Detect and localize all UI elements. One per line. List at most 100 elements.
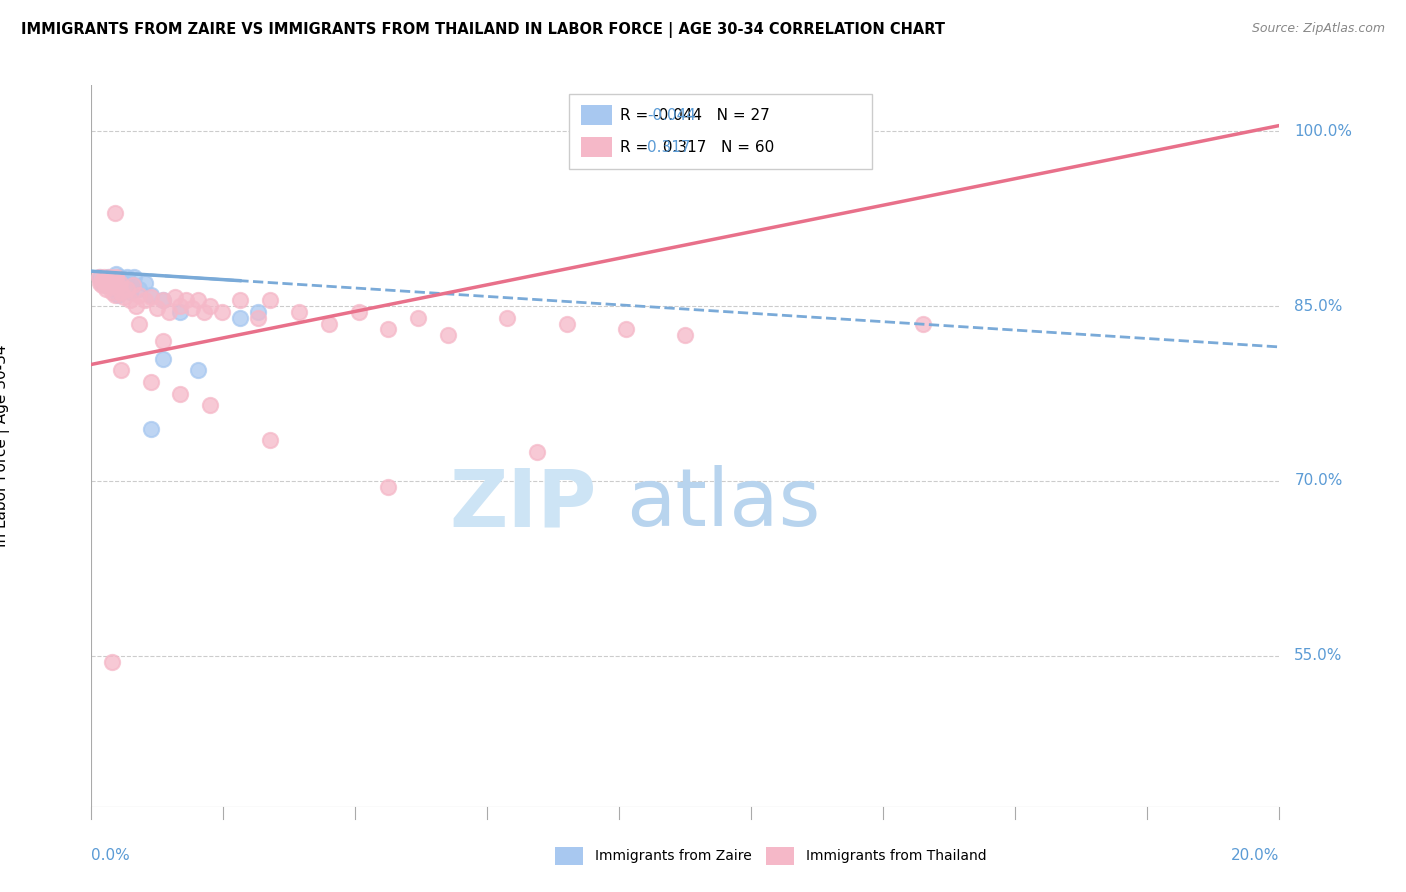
Point	[100, 270, 122, 285]
Point	[187, 363, 209, 377]
Point	[93, 270, 115, 285]
Point	[496, 310, 519, 325]
Point	[110, 285, 132, 300]
Point	[246, 310, 269, 325]
Point	[104, 287, 127, 301]
Point	[134, 293, 156, 308]
Point	[152, 334, 174, 348]
Point	[187, 293, 209, 308]
Point	[122, 278, 145, 293]
Text: 0.317: 0.317	[647, 140, 690, 154]
Point	[112, 290, 135, 304]
Point	[673, 328, 696, 343]
Point	[103, 272, 125, 286]
Text: IMMIGRANTS FROM ZAIRE VS IMMIGRANTS FROM THAILAND IN LABOR FORCE | AGE 30-34 COR: IMMIGRANTS FROM ZAIRE VS IMMIGRANTS FROM…	[21, 22, 945, 38]
Point	[139, 290, 162, 304]
Point	[89, 270, 111, 285]
Point	[93, 273, 115, 287]
Point	[108, 276, 131, 290]
Point	[110, 363, 132, 377]
Text: -0.044: -0.044	[647, 108, 696, 122]
Point	[139, 287, 162, 301]
Point	[318, 317, 340, 331]
Point	[101, 655, 124, 669]
Point	[157, 305, 180, 319]
Point	[98, 278, 121, 293]
Point	[246, 305, 269, 319]
Point	[193, 305, 215, 319]
Point	[103, 282, 125, 296]
Point	[259, 433, 281, 447]
Point	[97, 270, 120, 285]
Text: atlas: atlas	[626, 466, 820, 543]
Point	[128, 317, 150, 331]
Text: 55.0%: 55.0%	[1295, 648, 1343, 664]
Point	[128, 287, 150, 301]
Point	[200, 299, 222, 313]
Point	[169, 305, 191, 319]
Point	[614, 322, 637, 336]
Text: 85.0%: 85.0%	[1295, 299, 1343, 314]
Point	[169, 299, 191, 313]
Point	[91, 273, 114, 287]
Point	[152, 293, 174, 308]
Point	[176, 293, 198, 308]
Text: ZIP: ZIP	[449, 466, 596, 543]
Point	[122, 270, 145, 285]
Text: 20.0%: 20.0%	[1232, 848, 1279, 863]
Point	[377, 322, 399, 336]
Point	[200, 398, 222, 412]
Point	[555, 317, 578, 331]
Point	[128, 282, 150, 296]
Point	[911, 317, 934, 331]
Point	[112, 276, 135, 290]
Point	[107, 287, 129, 301]
Point	[108, 270, 131, 285]
Point	[87, 270, 110, 285]
Point	[526, 445, 548, 459]
Point	[181, 301, 204, 316]
Point	[229, 293, 252, 308]
Point	[406, 310, 429, 325]
Point	[377, 480, 399, 494]
Point	[100, 276, 122, 290]
Point	[134, 276, 156, 290]
Point	[122, 278, 145, 293]
Point	[436, 328, 458, 343]
Text: Immigrants from Zaire: Immigrants from Zaire	[595, 849, 751, 863]
Text: 0.0%: 0.0%	[91, 848, 131, 863]
Point	[115, 270, 138, 285]
Point	[104, 206, 127, 220]
Point	[101, 272, 124, 286]
Text: 70.0%: 70.0%	[1295, 474, 1343, 489]
Text: In Labor Force | Age 30-34: In Labor Force | Age 30-34	[0, 344, 10, 548]
Point	[96, 282, 118, 296]
Point	[105, 270, 128, 285]
Point	[259, 293, 281, 308]
Point	[115, 282, 138, 296]
Text: R = -0.044   N = 27: R = -0.044 N = 27	[620, 108, 770, 122]
Point	[101, 285, 124, 300]
Text: 100.0%: 100.0%	[1295, 124, 1353, 139]
Point	[139, 421, 162, 435]
Point	[91, 276, 114, 290]
Point	[152, 293, 174, 308]
Point	[118, 285, 141, 300]
Text: R =   0.317   N = 60: R = 0.317 N = 60	[620, 140, 775, 154]
Point	[118, 293, 141, 308]
Point	[347, 305, 370, 319]
Point	[145, 301, 167, 316]
Point	[211, 305, 233, 319]
Text: Source: ZipAtlas.com: Source: ZipAtlas.com	[1251, 22, 1385, 36]
Point	[288, 305, 311, 319]
Point	[89, 276, 111, 290]
Point	[105, 267, 128, 281]
Point	[96, 278, 118, 293]
Point	[125, 299, 148, 313]
Text: Immigrants from Thailand: Immigrants from Thailand	[806, 849, 986, 863]
Point	[229, 310, 252, 325]
Point	[91, 278, 114, 293]
Point	[163, 290, 186, 304]
Point	[152, 351, 174, 366]
Point	[107, 278, 129, 293]
